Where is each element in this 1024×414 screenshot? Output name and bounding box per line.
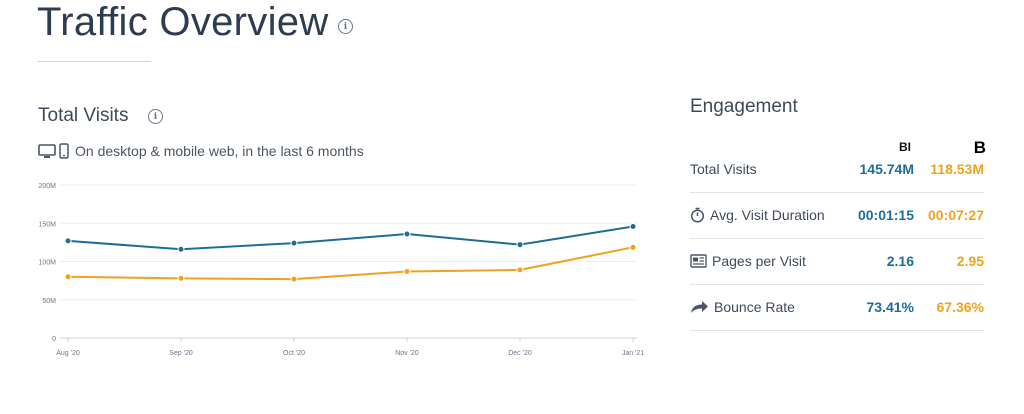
row-label: Pages per Visit [712, 253, 806, 269]
desktop-icon [38, 143, 56, 159]
total-visits-title: Total Visits [38, 105, 129, 126]
pages-icon [690, 254, 707, 268]
value-b: 00:07:27 [927, 207, 984, 223]
title-divider [37, 61, 151, 62]
series-2-point [64, 273, 72, 281]
page-title: Traffic Overview [37, 0, 329, 44]
engagement-title: Engagement [690, 96, 798, 117]
column-header-bi: BI [899, 140, 911, 154]
x-tick-label: Jan '21 [622, 350, 644, 357]
series-1-point [290, 239, 298, 247]
column-header-b: B [973, 138, 986, 157]
value-bi: 73.41% [866, 299, 914, 315]
series-1-point [64, 237, 72, 245]
bounce-arrow-icon [690, 300, 709, 314]
x-tick-label: Sep '20 [169, 350, 193, 357]
x-tick-label: Nov '20 [395, 350, 419, 357]
series-1-point [177, 245, 185, 253]
x-tick-label: Dec '20 [508, 350, 532, 357]
row-label: Total Visits [690, 161, 757, 177]
total-visits-info-icon[interactable]: i [148, 109, 163, 124]
row-label: Avg. Visit Duration [710, 207, 825, 223]
series-1-line [67, 225, 634, 251]
value-b: 67.36% [936, 299, 984, 315]
series-1-point [516, 241, 524, 249]
y-tick-label: 50M [42, 298, 56, 305]
y-tick-label: 150M [38, 221, 56, 228]
engagement-row-pages-per-visit: Pages per Visit 2.16 2.95 [690, 238, 984, 285]
engagement-row-bounce-rate: Bounce Rate 73.41% 67.36% [690, 284, 984, 331]
x-tick-label: Aug '20 [56, 350, 80, 357]
engagement-row-total-visits: Total Visits 145.74M 118.53M [690, 146, 984, 193]
series-1-point [629, 223, 637, 231]
y-tick-label: 200M [38, 183, 56, 190]
total-visits-line-chart: 0 50M 100M 150M 200M Aug '20 Sep '20 Oct '20 Nov… [38, 183, 644, 357]
mobile-icon [59, 143, 69, 159]
stopwatch-icon [690, 207, 705, 223]
value-bi: 145.74M [859, 161, 914, 177]
value-b: 2.95 [956, 253, 984, 269]
value-b: 118.53M [930, 161, 984, 177]
y-tick-label: 0 [52, 336, 56, 343]
device-scope-text: On desktop & mobile web, in the last 6 m… [75, 143, 364, 159]
series-2-line [67, 246, 634, 281]
value-bi: 2.16 [886, 253, 914, 269]
engagement-row-avg-visit-duration: Avg. Visit Duration 00:01:15 00:07:27 [690, 192, 984, 239]
series-2-point [403, 267, 411, 275]
value-bi: 00:01:15 [857, 207, 914, 223]
y-tick-label: 100M [38, 260, 56, 267]
series-1-point [403, 230, 411, 238]
x-tick-label: Oct '20 [283, 350, 305, 357]
series-2-point [177, 274, 185, 282]
info-icon[interactable]: i [338, 19, 353, 34]
device-filter-row: On desktop & mobile web, in the last 6 m… [38, 143, 364, 159]
series-2-point [516, 266, 524, 274]
series-2-point [629, 243, 637, 251]
series-2-point [290, 275, 298, 283]
row-label: Bounce Rate [714, 299, 795, 315]
